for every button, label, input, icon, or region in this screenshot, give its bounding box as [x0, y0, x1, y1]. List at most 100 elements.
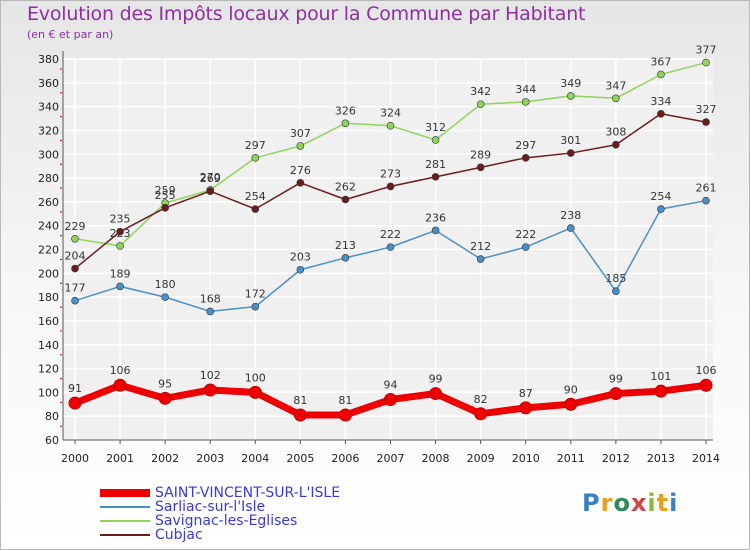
y-tick-label: 200: [38, 267, 59, 280]
data-point: [71, 234, 79, 243]
data-label: 254: [650, 190, 671, 203]
y-tick-label: 60: [45, 434, 59, 447]
x-tick-label: 2008: [422, 452, 450, 465]
logo-letter: r: [600, 489, 614, 517]
data-point: [612, 140, 620, 149]
data-point: [116, 282, 124, 291]
data-label: 229: [65, 220, 86, 233]
data-label: 273: [380, 167, 401, 180]
data-point: [699, 378, 713, 392]
data-label: 189: [110, 267, 131, 280]
x-tick-label: 2002: [151, 452, 179, 465]
data-label: 238: [560, 209, 581, 222]
logo-letter: o: [613, 489, 631, 517]
y-tick-label: 160: [38, 315, 59, 328]
data-label: 222: [515, 228, 536, 241]
x-tick-label: 2001: [106, 452, 134, 465]
data-label: 307: [290, 127, 311, 140]
data-label: 301: [560, 134, 581, 147]
data-point: [71, 264, 79, 273]
data-point: [431, 173, 440, 181]
y-tick-label: 260: [38, 196, 59, 209]
data-label: 87: [519, 387, 533, 400]
data-label: 90: [564, 383, 578, 396]
data-label: 81: [293, 394, 307, 407]
y-tick-label: 140: [38, 339, 59, 352]
data-label: 81: [338, 394, 352, 407]
data-point: [158, 391, 172, 405]
y-tick-label: 240: [38, 220, 59, 233]
data-point: [657, 205, 665, 213]
legend-swatch: [100, 489, 150, 497]
data-label: 102: [200, 369, 221, 382]
data-label: 82: [474, 393, 488, 406]
data-label: 213: [335, 239, 356, 252]
logo-letter: x: [630, 489, 648, 517]
data-label: 99: [429, 373, 443, 386]
y-tick-label: 300: [38, 148, 59, 161]
data-point: [206, 187, 215, 195]
data-label: 100: [245, 371, 266, 384]
data-label: 308: [605, 126, 626, 139]
data-label: 324: [380, 107, 401, 120]
data-label: 334: [650, 95, 671, 108]
data-point: [251, 154, 260, 162]
data-point: [612, 287, 620, 295]
data-point: [431, 136, 440, 144]
data-point: [386, 243, 395, 251]
data-label: 185: [605, 272, 626, 285]
data-label: 180: [155, 278, 176, 291]
data-label: 297: [245, 139, 266, 152]
data-point: [521, 243, 530, 251]
data-label: 106: [110, 364, 131, 377]
legend-label: Sarliac-sur-l'Isle: [155, 499, 266, 515]
data-label: 297: [515, 139, 536, 152]
data-point: [566, 92, 575, 100]
data-point: [657, 70, 665, 79]
data-label: 326: [335, 104, 356, 117]
data-point: [476, 163, 485, 172]
y-tick-label: 320: [38, 124, 59, 137]
x-tick-label: 2007: [377, 452, 405, 465]
data-point: [612, 94, 620, 103]
data-label: 327: [696, 103, 717, 116]
data-label: 91: [68, 382, 82, 395]
data-point: [657, 109, 665, 118]
x-tick-label: 2011: [557, 452, 585, 465]
data-label: 342: [470, 85, 491, 98]
data-point: [248, 385, 262, 399]
data-point: [702, 196, 710, 205]
data-point: [338, 408, 352, 422]
x-tick-label: 2006: [331, 452, 359, 465]
data-label: 270: [200, 171, 221, 184]
data-point: [251, 302, 260, 311]
data-point: [251, 205, 260, 213]
data-point: [116, 227, 124, 236]
legend-swatch: [100, 506, 150, 508]
y-tick-label: 380: [38, 53, 59, 66]
data-point: [293, 408, 307, 422]
data-point: [474, 407, 488, 421]
y-tick-label: 100: [38, 386, 59, 399]
data-label: 203: [290, 251, 311, 264]
data-label: 106: [696, 364, 717, 377]
x-tick-label: 2009: [467, 452, 495, 465]
data-point: [476, 255, 485, 263]
data-point: [476, 100, 485, 109]
data-label: 95: [158, 377, 172, 390]
data-label: 222: [380, 228, 401, 241]
legend-swatch: [100, 520, 150, 522]
logo-letter: i: [647, 489, 657, 517]
data-point: [521, 154, 530, 162]
x-tick-label: 2004: [241, 452, 269, 465]
data-point: [161, 204, 169, 212]
data-label: 349: [560, 77, 581, 90]
data-label: 312: [425, 121, 446, 134]
chart-subtitle: (en € et par an): [27, 28, 114, 41]
data-label: 281: [425, 158, 446, 171]
data-point: [654, 384, 668, 398]
data-point: [113, 378, 127, 392]
data-point: [161, 293, 169, 301]
legend-swatch: [100, 534, 150, 536]
legend-label: Savignac-les-Eglises: [155, 513, 298, 529]
